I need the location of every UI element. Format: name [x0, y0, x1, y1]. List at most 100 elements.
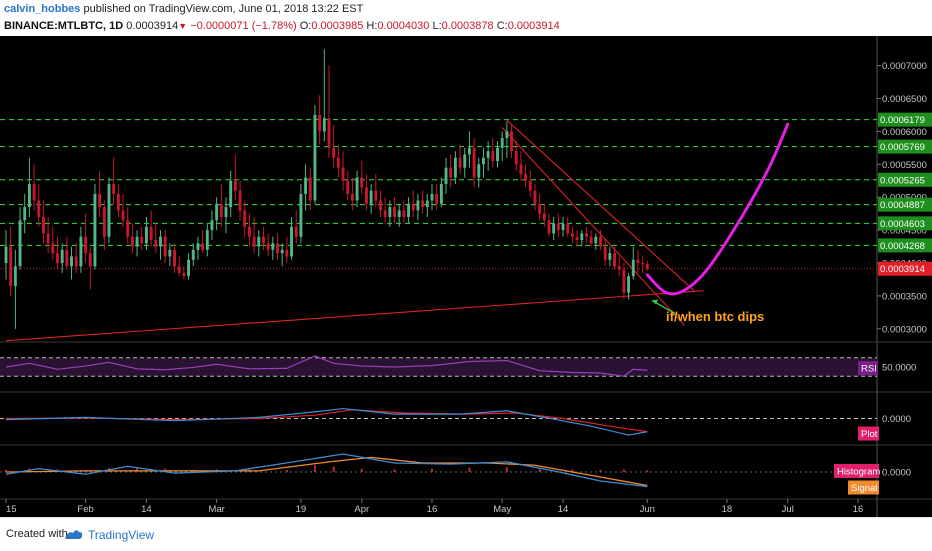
price-tick-label: 0.0003000 [882, 324, 927, 335]
candle [102, 200, 106, 250]
open-label: O: [299, 20, 312, 32]
candle [187, 253, 191, 280]
candle [112, 157, 116, 204]
candle [533, 184, 537, 211]
candle-body [570, 233, 574, 237]
tradingview-logo-icon[interactable] [64, 527, 84, 541]
candle [191, 243, 195, 267]
candle-body [46, 233, 50, 244]
candle [580, 230, 584, 247]
candle [524, 164, 528, 188]
candle [613, 246, 616, 270]
plot-fast-line [5, 407, 648, 436]
candle-body [126, 220, 130, 237]
candle [449, 154, 453, 188]
candle-body [379, 200, 382, 211]
candle [332, 124, 336, 168]
candle [163, 230, 167, 264]
candle [32, 164, 36, 211]
candle-body [491, 151, 495, 162]
candle [622, 263, 626, 300]
close-label: C: [496, 20, 508, 32]
histogram-bar [646, 470, 649, 472]
tradingview-brand[interactable]: TradingView [88, 528, 155, 542]
footer: Created with TradingView [0, 517, 932, 551]
candle-body [524, 174, 528, 181]
candle-body [308, 177, 312, 201]
candle-body [56, 253, 59, 264]
level-label-bg [878, 197, 932, 212]
candle-body [41, 216, 45, 234]
candle [472, 138, 476, 188]
candle [411, 190, 415, 217]
high-value: 0.0004030 [377, 20, 430, 32]
candle-body [496, 147, 499, 162]
close-value: 0.0003914 [507, 20, 560, 32]
level-label: 0.0005769 [880, 142, 925, 153]
candle-body [580, 233, 584, 240]
candle [257, 230, 261, 257]
candle [93, 184, 97, 270]
candle [173, 243, 176, 273]
candle [514, 141, 518, 171]
candle [552, 216, 556, 240]
candle [98, 170, 102, 217]
candle [65, 236, 69, 270]
candle-body [467, 147, 471, 155]
candle-body [599, 236, 602, 247]
candle [599, 230, 602, 250]
candle-body [51, 243, 55, 254]
macd-zero-label: 0.0000 [882, 468, 911, 479]
histogram-bar [599, 469, 602, 472]
candle-body [585, 233, 588, 237]
chart-canvas[interactable]: 0.00030000.00035000.00040000.00045000.00… [0, 36, 932, 517]
candle [116, 184, 120, 217]
candle [210, 210, 214, 240]
projection [645, 122, 790, 296]
candle-body [173, 249, 176, 267]
candle [299, 184, 303, 244]
rsi-label: RSI [861, 364, 877, 375]
candle [585, 226, 588, 244]
rsi-label-bg [858, 361, 878, 376]
candle [271, 236, 275, 260]
last-price: 0.0003914 [126, 20, 179, 32]
candle [88, 246, 92, 290]
candle [570, 226, 574, 244]
time-tick-label: 16 [853, 504, 864, 515]
candle-body [74, 256, 78, 267]
time-tick-label: 16 [427, 504, 438, 515]
candle [121, 193, 125, 227]
candle-body [411, 203, 415, 211]
candle [482, 147, 485, 178]
level-label-bg [878, 216, 932, 231]
candle [360, 161, 364, 194]
candle [486, 141, 490, 171]
candle-body [257, 236, 261, 247]
histogram-bar [332, 466, 335, 472]
candle [397, 203, 401, 227]
candle [41, 200, 45, 244]
candle [388, 200, 392, 227]
candle-body [453, 157, 457, 178]
candle-body [477, 164, 481, 178]
candle [556, 213, 560, 237]
candle-body [252, 236, 256, 247]
candle-body [299, 193, 303, 237]
candle-body [594, 236, 598, 244]
macd-line [5, 453, 648, 488]
candle [159, 230, 162, 260]
candle [453, 151, 457, 185]
signal-line [5, 456, 648, 487]
candle [276, 233, 279, 260]
candle [107, 177, 111, 244]
candle-body [32, 184, 36, 201]
candle [51, 226, 55, 260]
candle-body [332, 147, 336, 158]
quote-line: BINANCE:MTLBTC, 1D 0.0003914▼ −0.0000071… [4, 20, 560, 32]
candle-body [388, 207, 392, 217]
level-label-bg [878, 172, 932, 187]
author-link[interactable]: calvin_hobbes [4, 3, 81, 15]
candle [224, 197, 228, 234]
candle [130, 223, 134, 254]
